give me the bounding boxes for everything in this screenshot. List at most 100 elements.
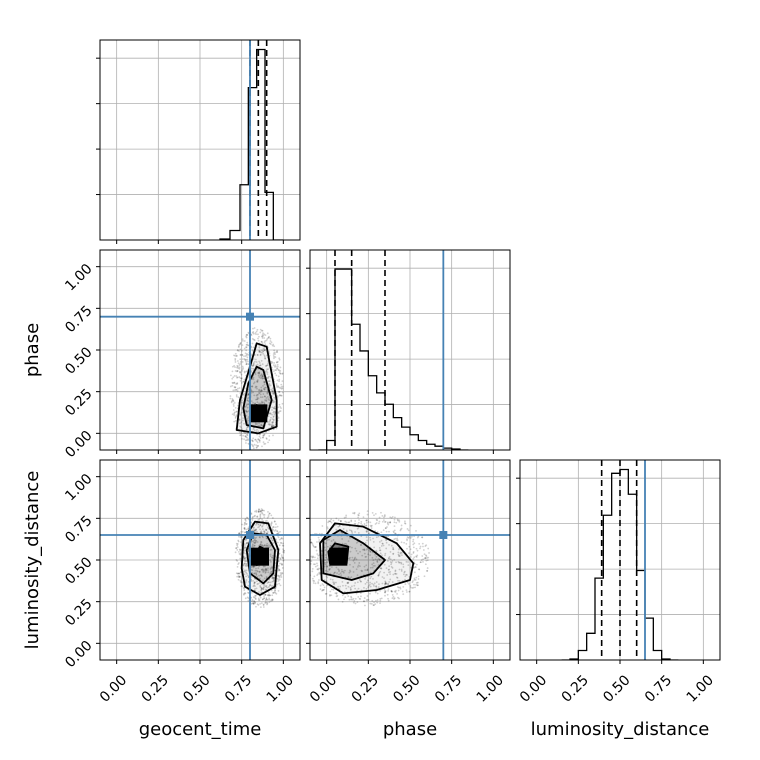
sample-point [252, 565, 255, 568]
sample-point [269, 572, 272, 575]
sample-point [281, 537, 284, 540]
sample-point [267, 423, 270, 426]
sample-point [393, 597, 396, 600]
sample-point [252, 541, 255, 544]
sample-point [358, 597, 361, 600]
sample-point [381, 582, 384, 585]
sample-point [366, 513, 369, 516]
sample-point [264, 348, 266, 351]
sample-point [255, 536, 258, 539]
sample-point [332, 581, 335, 584]
sample-point [359, 565, 361, 567]
sample-point [344, 584, 347, 587]
sample-point [271, 566, 274, 569]
sample-point [263, 381, 265, 383]
sample-point [281, 372, 284, 375]
sample-point [425, 559, 428, 562]
sample-point [253, 544, 256, 547]
sample-point [278, 391, 281, 393]
sample-point [369, 539, 372, 541]
sample-point [376, 560, 379, 563]
sample-point [259, 586, 262, 588]
sample-point [267, 571, 270, 574]
sample-point [257, 438, 260, 441]
sample-point [345, 521, 348, 524]
sample-point [353, 558, 356, 561]
sample-point [264, 343, 267, 346]
sample-point [370, 524, 373, 527]
sample-point [251, 569, 254, 572]
sample-point [268, 380, 271, 383]
sample-point [279, 387, 282, 389]
sample-point [273, 413, 276, 416]
sample-point [277, 536, 280, 539]
sample-point [244, 352, 247, 355]
sample-point [280, 556, 283, 558]
sample-point [254, 402, 256, 405]
sample-point [392, 546, 394, 549]
x-axis-label-geocent-time: geocent_time [139, 719, 262, 740]
sample-point [239, 557, 242, 560]
sample-point [378, 547, 381, 549]
sample-point [244, 564, 247, 567]
panel-p21 [310, 460, 510, 660]
sample-point [257, 582, 260, 585]
sample-point [393, 558, 396, 561]
sample-point [375, 536, 378, 539]
sample-point [255, 361, 258, 363]
sample-point [272, 577, 275, 579]
sample-point [258, 439, 261, 442]
sample-point [281, 563, 284, 566]
sample-point [413, 578, 416, 581]
sample-point [347, 585, 350, 588]
sample-point [382, 529, 385, 532]
sample-point [372, 562, 375, 565]
sample-point [260, 602, 263, 605]
sample-point [275, 538, 278, 541]
sample-point [243, 592, 246, 594]
sample-point [272, 592, 275, 594]
sample-point [279, 557, 282, 560]
sample-point [376, 531, 379, 534]
sample-point [353, 512, 356, 515]
sample-point [267, 380, 270, 383]
sample-point [261, 400, 263, 403]
sample-point [277, 406, 280, 409]
sample-point [272, 364, 275, 367]
sample-point [247, 417, 249, 420]
sample-point [257, 424, 260, 427]
sample-point [362, 600, 365, 603]
sample-point [411, 535, 413, 538]
sample-point [254, 514, 256, 517]
sample-point [230, 400, 233, 403]
sample-point [409, 537, 412, 539]
sample-point [241, 419, 244, 422]
sample-point [243, 522, 246, 525]
sample-point [255, 580, 258, 583]
sample-point [406, 547, 408, 550]
sample-point [371, 511, 374, 514]
sample-point [275, 592, 278, 595]
sample-point [376, 561, 379, 563]
sample-point [377, 586, 380, 589]
sample-point [245, 363, 248, 366]
sample-point [374, 523, 377, 525]
sample-point [318, 579, 320, 581]
sample-point [253, 381, 256, 384]
sample-point [272, 591, 274, 594]
sample-point [238, 535, 240, 538]
sample-point [375, 587, 378, 590]
sample-point [253, 584, 256, 587]
panel-p11 [310, 250, 510, 450]
sample-point [232, 400, 235, 403]
sample-point [263, 401, 265, 404]
sample-point [378, 522, 380, 525]
sample-point [279, 410, 282, 412]
sample-point [245, 575, 247, 578]
sample-point [274, 372, 277, 375]
sample-point [257, 372, 260, 374]
sample-point [252, 330, 255, 333]
sample-point [329, 567, 331, 570]
sample-point [263, 349, 266, 352]
sample-point [360, 522, 363, 525]
